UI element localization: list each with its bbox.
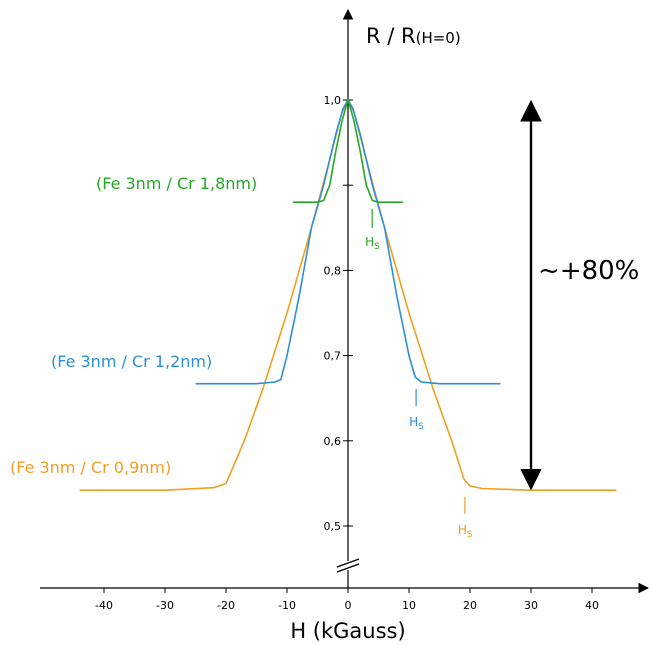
x-tick-label: -30 [156, 599, 174, 612]
hs-marker-label: H [409, 415, 418, 429]
axis-break-gap [339, 561, 357, 570]
x-tick-label: -20 [217, 599, 235, 612]
hs-marker-label: H [458, 523, 467, 537]
x-tick-label: 0 [345, 599, 352, 612]
axis-break-mark [336, 558, 360, 568]
x-tick-label: 20 [463, 599, 477, 612]
series-label: (Fe 3nm / Cr 1,8nm) [96, 174, 257, 193]
y-axis-title-sub: (H=0) [416, 29, 461, 47]
y-axis-title-main: R / R [366, 24, 416, 48]
axis-break-mark [336, 563, 360, 573]
y-tick-label: 0,6 [324, 435, 342, 448]
y-tick-label: 0,7 [324, 350, 342, 363]
series-label: (Fe 3nm / Cr 1,2nm) [51, 352, 212, 371]
hs-marker-label: H [365, 235, 374, 249]
hs-marker-subscript: S [418, 422, 424, 432]
tick-marks: -40 -30 -20 -10 0 10 20 30 40 0,5 0,6 0,7 0,8 1,0 [95, 94, 599, 612]
y-tick-label: 0,5 [324, 520, 342, 533]
y-tick-label: 0,8 [324, 264, 342, 277]
annotation: ~+80% [520, 99, 639, 491]
series-label: (Fe 3nm / Cr 0,9nm) [10, 458, 171, 477]
series-lines: (Fe 3nm / Cr 0,9nm) (Fe 3nm / Cr 1,2nm) (F… [10, 99, 617, 491]
y-axis-title: R / R(H=0) [366, 24, 461, 48]
x-tick-label: 30 [524, 599, 538, 612]
axes [40, 8, 650, 594]
hs-marker-subscript: S [467, 530, 473, 540]
x-tick-label: -10 [278, 599, 296, 612]
series-line [293, 99, 403, 203]
x-tick-label: 40 [585, 599, 599, 612]
saturation-field-markers: H SH SH S [365, 209, 473, 540]
amplitude-label: ~+80% [538, 256, 639, 286]
hs-marker-subscript: S [374, 242, 380, 252]
y-tick-label: 1,0 [324, 94, 342, 107]
x-axis-title: H (kGauss) [290, 619, 405, 643]
x-tick-label: 10 [402, 599, 416, 612]
x-tick-label: -40 [95, 599, 113, 612]
